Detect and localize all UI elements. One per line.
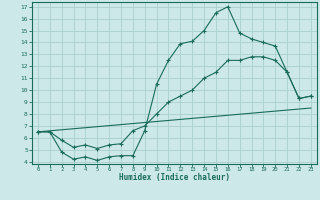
X-axis label: Humidex (Indice chaleur): Humidex (Indice chaleur) (119, 173, 230, 182)
